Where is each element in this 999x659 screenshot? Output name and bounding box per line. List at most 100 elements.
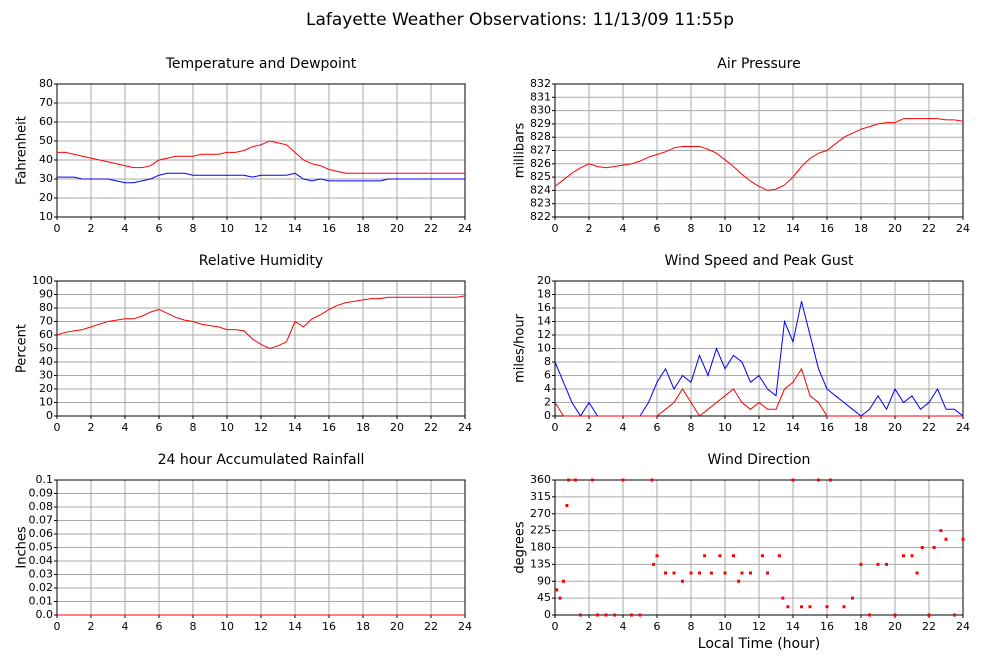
x-tick-label: 14: [786, 620, 800, 633]
x-tick-label: 8: [190, 222, 197, 235]
x-axis-label: Local Time (hour): [698, 636, 820, 652]
data-point: [825, 605, 829, 609]
y-tick-label: 823: [530, 197, 551, 210]
data-point: [573, 478, 577, 482]
y-axis-label: Inches: [15, 526, 30, 568]
x-tick-label: 2: [88, 222, 95, 235]
x-tick-label: 10: [220, 421, 234, 434]
x-tick-label: 16: [820, 222, 834, 235]
x-tick-label: 6: [156, 222, 163, 235]
data-point: [800, 605, 803, 609]
y-tick-label: 0.07: [29, 514, 54, 527]
data-point: [558, 596, 562, 600]
data-point: [565, 504, 569, 507]
plot-frame: [554, 280, 964, 417]
x-tick-label: 6: [156, 620, 163, 633]
plot-frame: [554, 479, 964, 616]
data-point: [689, 571, 693, 575]
y-axis-label: millibars: [513, 123, 528, 179]
y-tick-label: 824: [530, 183, 551, 196]
x-tick-label: 2: [586, 620, 593, 633]
y-tick-label: 0.01: [29, 595, 54, 608]
data-point: [652, 562, 656, 566]
y-tick-label: 0.09: [29, 487, 54, 500]
data-point: [613, 613, 616, 617]
x-tick-label: 24: [458, 421, 472, 434]
data-point: [868, 613, 871, 617]
y-tick-label: 2: [544, 396, 551, 409]
y-tick-label: 830: [530, 104, 551, 117]
x-tick-label: 18: [356, 421, 370, 434]
x-tick-label: 18: [854, 421, 868, 434]
y-tick-label: 8: [544, 355, 551, 368]
y-tick-label: 0: [544, 409, 551, 422]
x-tick-label: 2: [586, 421, 593, 434]
plot-frame: [56, 280, 466, 417]
y-tick-label: 0.1: [36, 473, 54, 486]
data-point: [604, 613, 608, 617]
y-tick-label: 20: [39, 382, 53, 395]
y-tick-label: 6: [544, 369, 551, 382]
y-tick-label: 0.06: [29, 527, 54, 540]
y-tick-label: 0.04: [29, 554, 54, 567]
y-tick-label: 180: [530, 541, 551, 554]
x-tick-label: 22: [922, 421, 936, 434]
data-point: [672, 571, 676, 575]
data-point: [638, 613, 642, 617]
data-point: [766, 571, 769, 575]
data-point: [893, 613, 897, 617]
y-tick-label: 50: [39, 134, 53, 147]
x-tick-label: 10: [220, 620, 234, 633]
data-point: [664, 571, 667, 575]
data-point: [885, 562, 888, 566]
x-tick-label: 0: [552, 222, 559, 235]
data-point: [630, 613, 633, 617]
x-tick-label: 0: [54, 222, 61, 235]
y-tick-label: 40: [39, 153, 53, 166]
data-line: [56, 295, 466, 350]
y-tick-label: 45: [537, 591, 551, 604]
y-tick-label: 90: [537, 574, 551, 587]
x-tick-label: 4: [122, 222, 129, 235]
y-tick-label: 50: [39, 342, 53, 355]
x-tick-label: 20: [888, 222, 902, 235]
data-line: [554, 367, 963, 417]
y-tick-label: 828: [530, 130, 551, 143]
y-tick-label: 360: [530, 473, 551, 486]
x-tick-label: 0: [54, 620, 61, 633]
x-tick-label: 18: [356, 620, 370, 633]
x-tick-label: 12: [254, 222, 268, 235]
data-point: [698, 571, 701, 575]
data-point: [791, 478, 795, 482]
x-tick-label: 20: [390, 222, 404, 235]
x-tick-label: 24: [458, 222, 472, 235]
y-tick-label: 4: [544, 382, 551, 395]
data-point: [953, 613, 956, 617]
x-tick-label: 10: [220, 222, 234, 235]
y-tick-label: 270: [530, 507, 551, 520]
y-tick-label: 18: [537, 288, 551, 301]
data-point: [915, 571, 919, 575]
x-tick-label: 12: [752, 620, 766, 633]
y-tick-label: 0.08: [29, 500, 54, 513]
data-point: [732, 554, 735, 558]
x-tick-label: 22: [424, 421, 438, 434]
chart-title: Wind Direction: [708, 452, 811, 468]
data-point: [590, 478, 594, 482]
y-tick-label: 315: [530, 490, 551, 503]
data-point: [842, 605, 846, 609]
data-point: [859, 562, 863, 566]
x-tick-label: 10: [718, 222, 732, 235]
data-point: [621, 478, 625, 482]
y-tick-label: 10: [537, 342, 551, 355]
y-tick-label: 831: [530, 90, 551, 103]
x-tick-label: 2: [88, 620, 95, 633]
data-point: [760, 554, 764, 558]
y-tick-label: 135: [530, 557, 551, 570]
y-axis-label: miles/hour: [513, 313, 528, 382]
x-tick-label: 16: [322, 222, 336, 235]
x-tick-label: 10: [718, 620, 732, 633]
y-tick-label: 30: [39, 172, 53, 185]
data-point: [709, 571, 713, 575]
y-tick-label: 70: [39, 96, 53, 109]
